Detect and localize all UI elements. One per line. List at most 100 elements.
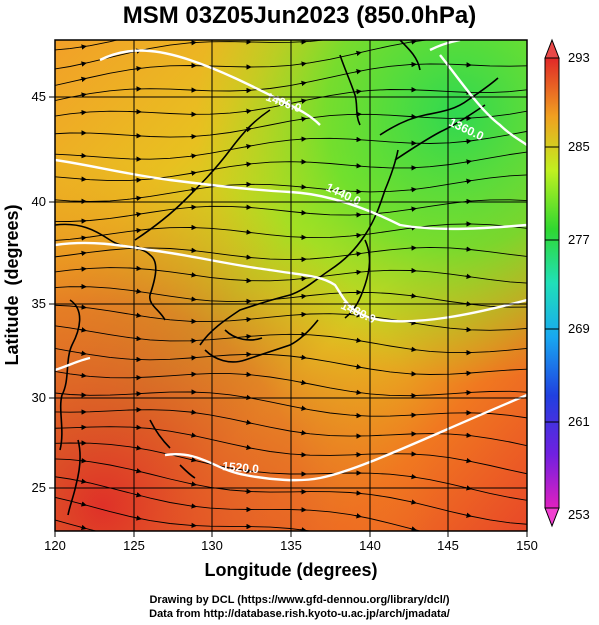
- streamline-arrow: [465, 564, 471, 565]
- streamline-arrow: [79, 327, 87, 333]
- streamline-arrow: [134, 335, 142, 342]
- streamline-arrow: [299, 98, 307, 104]
- streamline-arrow: [464, 138, 472, 145]
- streamline-arrow: [354, 269, 362, 276]
- streamline-arrow: [79, 372, 87, 379]
- streamline-arrow: [244, 444, 252, 450]
- streamline: [55, 496, 313, 531]
- streamline-arrow: [79, 501, 87, 507]
- lat-lon-grid: [55, 40, 527, 531]
- streamline: [55, 458, 527, 525]
- streamline-arrow: [79, 109, 87, 116]
- streamline-arrow: [354, 232, 362, 239]
- x-tick-label: 125: [123, 538, 145, 553]
- streamline: [55, 304, 527, 331]
- footer-credit-data: Data from http://database.rish.kyoto-u.a…: [149, 608, 450, 620]
- streamline-arrow: [464, 512, 472, 518]
- streamline-arrow: [244, 468, 252, 474]
- map-figure: 1520.0 1480.0 1440.0 1400.0 1360.0 120 1…: [2, 14, 590, 580]
- streamline: [55, 130, 527, 160]
- streamline-arrow: [79, 304, 87, 310]
- streamline-arrow: [189, 247, 197, 254]
- streamline-arrow: [79, 266, 87, 272]
- streamline-arrow: [354, 389, 362, 395]
- colorbar-tick-label: 269: [568, 321, 590, 336]
- x-tick-label: 140: [359, 538, 381, 553]
- streamline-arrow: [79, 44, 87, 50]
- streamline: [55, 347, 527, 375]
- colorbar-max-triangle: [544, 38, 560, 59]
- streamline-arrow: [134, 195, 142, 201]
- x-tick-label: 145: [437, 538, 459, 553]
- x-tick-label: 150: [516, 538, 538, 553]
- streamline-arrow: [355, 34, 361, 35]
- streamline-arrow: [134, 445, 142, 451]
- streamline: [55, 199, 527, 222]
- streamline-arrow: [189, 481, 197, 487]
- map-title: MSM 03Z05Jun2023 (850.0hPa): [122, 2, 477, 29]
- colorbar-tick-label: 253: [568, 507, 590, 522]
- streamline-arrow: [409, 206, 417, 212]
- coastlines: [55, 40, 499, 516]
- y-tick-label: 45: [32, 89, 46, 104]
- streamline-arrow: [79, 76, 87, 83]
- streamline-arrow: [244, 143, 252, 150]
- streamline: [55, 370, 527, 397]
- streamline-arrow: [354, 364, 362, 370]
- streamline-arrow: [189, 355, 197, 361]
- streamline-arrow: [354, 69, 362, 75]
- streamline-arrow: [464, 178, 472, 185]
- streamline-arrow: [244, 371, 252, 378]
- streamline-arrow: [299, 379, 307, 386]
- streamline-arrow: [409, 293, 417, 299]
- streamline-arrow: [299, 210, 307, 216]
- streamline: [55, 442, 527, 501]
- x-tick-label: 120: [44, 538, 66, 553]
- streamline-arrow: [189, 457, 197, 463]
- y-tick-label: 25: [32, 480, 46, 495]
- streamline-arrow: [465, 541, 471, 542]
- y-tick-label: 35: [32, 296, 46, 311]
- colorbar-tick-label: 277: [568, 232, 590, 247]
- streamline-arrow: [134, 468, 142, 474]
- streamline-arrow: [354, 490, 362, 496]
- streamline-arrow: [190, 22, 196, 23]
- footer-credit-drawing: Drawing by DCL (https://www.gfd-dennou.o…: [149, 594, 450, 606]
- streamline-arrow: [409, 187, 417, 193]
- streamline-arrow: [189, 170, 197, 176]
- streamline-arrow: [79, 350, 87, 356]
- streamline: [55, 286, 527, 308]
- streamline-arrow: [134, 312, 142, 318]
- streamlines: [55, 14, 527, 565]
- colorbar-tick-label: 261: [568, 414, 590, 429]
- streamline-arrow: [354, 88, 362, 95]
- streamline-arrow: [79, 524, 87, 531]
- streamline: [55, 391, 527, 419]
- streamline-arrow: [409, 526, 417, 531]
- axis-ticks: [49, 96, 528, 537]
- streamline-arrow: [79, 250, 87, 257]
- streamline-arrow: [244, 333, 252, 340]
- streamline-arrow: [245, 544, 251, 545]
- map-svg: 1520.0 1480.0 1440.0 1400.0 1360.0 120 1…: [2, 14, 590, 580]
- streamline-arrow: [355, 14, 361, 15]
- streamline-arrow: [354, 513, 362, 519]
- y-tick-label: 40: [32, 194, 46, 209]
- streamline-arrow: [189, 272, 197, 278]
- streamline-arrow: [79, 92, 87, 98]
- streamline-arrow: [244, 419, 252, 425]
- streamline: [55, 151, 527, 182]
- streamline: [55, 223, 527, 241]
- streamline-arrow: [189, 432, 197, 438]
- streamline-arrow: [79, 457, 87, 464]
- streamline-arrow: [189, 296, 197, 302]
- streamline-arrow: [134, 227, 142, 234]
- streamline-arrow: [409, 40, 417, 45]
- streamline: [55, 409, 527, 447]
- streamline-arrow: [299, 276, 307, 282]
- streamline: [55, 40, 120, 51]
- streamline-arrow: [79, 235, 87, 241]
- streamline-arrow: [299, 80, 307, 87]
- x-tick-label: 135: [280, 538, 302, 553]
- colorbar-tick-label: 293: [568, 50, 590, 65]
